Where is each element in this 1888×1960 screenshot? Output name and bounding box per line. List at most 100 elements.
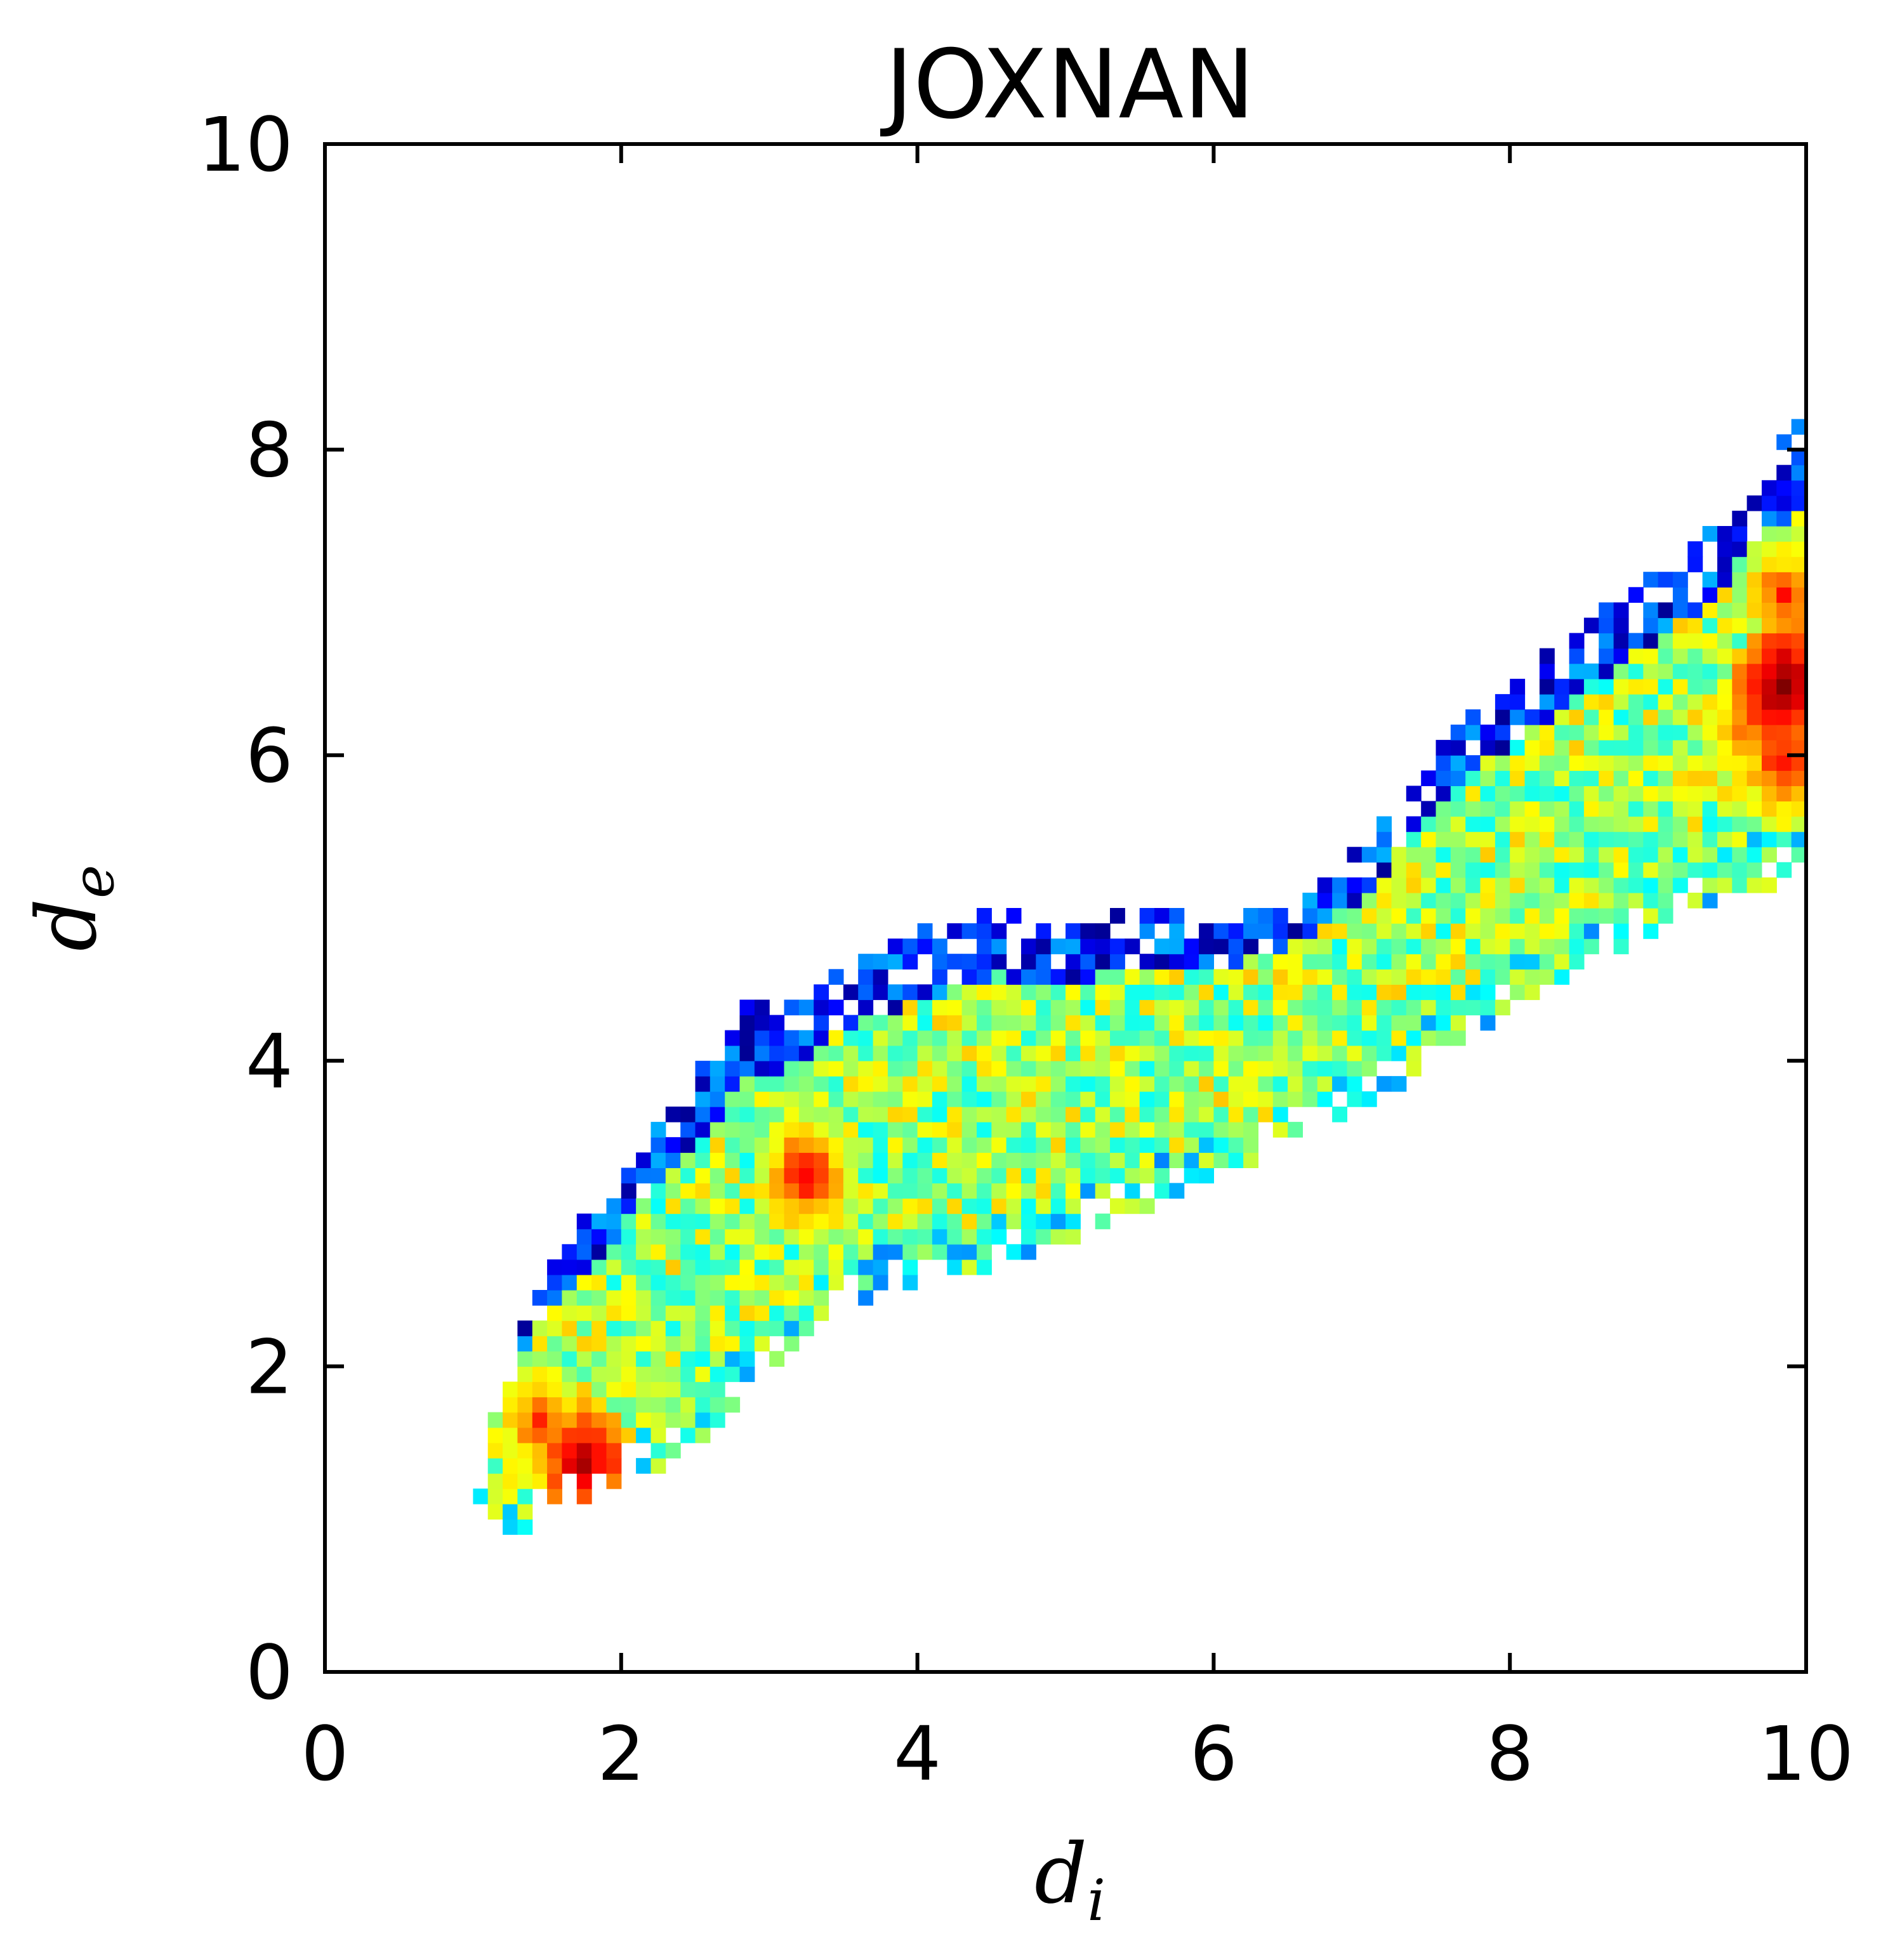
heatmap-cell <box>977 1228 992 1245</box>
heatmap-cell <box>784 1091 800 1107</box>
heatmap-cell <box>1139 1122 1155 1138</box>
heatmap-cell <box>1213 1030 1229 1046</box>
heatmap-cell <box>1583 755 1599 771</box>
heatmap-cell <box>977 1075 992 1092</box>
heatmap-cell <box>1762 694 1777 710</box>
heatmap-cell <box>1006 984 1022 1001</box>
heatmap-cell <box>1762 587 1777 603</box>
heatmap-cell <box>858 954 874 970</box>
heatmap-cell <box>1376 969 1392 985</box>
heatmap-cell <box>1332 999 1347 1016</box>
heatmap-cell <box>873 1259 888 1275</box>
heatmap-cell <box>932 1244 947 1260</box>
heatmap-cell <box>1702 801 1718 817</box>
heatmap-cell <box>517 1351 533 1367</box>
heatmap-cell <box>606 1305 622 1321</box>
heatmap-cell <box>1421 816 1437 832</box>
heatmap-cell <box>858 1213 874 1230</box>
heatmap-cell <box>1272 954 1288 970</box>
heatmap-cell <box>1465 786 1481 802</box>
heatmap-cell <box>1436 877 1451 893</box>
heatmap-cell <box>1732 648 1748 664</box>
heatmap-cell <box>1717 617 1733 634</box>
heatmap-cell <box>562 1259 578 1275</box>
heatmap-cell <box>576 1244 592 1260</box>
heatmap-cell <box>1272 1030 1288 1046</box>
heatmap-cell <box>1361 908 1377 924</box>
heatmap-cell <box>1658 801 1673 817</box>
heatmap-cell <box>1776 740 1792 756</box>
heatmap-cell <box>1228 1015 1244 1031</box>
heatmap-cell <box>517 1427 533 1444</box>
heatmap-cell <box>1480 755 1496 771</box>
heatmap-cell <box>1465 923 1481 939</box>
heatmap-cell <box>1406 908 1422 924</box>
y-axis-label-base: d <box>18 898 115 951</box>
heatmap-cell <box>739 999 755 1016</box>
heatmap-cell <box>858 1091 874 1107</box>
heatmap-cell <box>947 984 963 1001</box>
heatmap-cell <box>1361 999 1377 1016</box>
heatmap-cell <box>621 1397 637 1413</box>
heatmap-cell <box>769 1030 785 1046</box>
heatmap-cell <box>1746 862 1762 878</box>
heatmap-cell <box>1406 1060 1422 1077</box>
heatmap-cell <box>517 1442 533 1459</box>
heatmap-cell <box>991 1107 1007 1122</box>
heatmap-cell <box>1317 1045 1333 1062</box>
heatmap-cell <box>517 1336 533 1352</box>
heatmap-cell <box>1732 663 1748 680</box>
heatmap-cell <box>932 1122 947 1138</box>
heatmap-cell <box>1628 633 1644 649</box>
heatmap-cell <box>547 1320 562 1336</box>
heatmap-cell <box>1717 877 1733 893</box>
heatmap-cell <box>1643 816 1659 832</box>
heatmap-cell <box>1732 740 1748 756</box>
heatmap-cell <box>1199 923 1214 939</box>
heatmap-cell <box>636 1167 651 1184</box>
heatmap-cell <box>1066 969 1081 985</box>
heatmap-cell <box>680 1381 696 1398</box>
heatmap-cell <box>1317 999 1333 1016</box>
heatmap-cell <box>1539 648 1555 664</box>
heatmap-cell <box>1258 1030 1274 1046</box>
heatmap-cell <box>1554 709 1570 725</box>
heatmap-cell <box>1110 938 1125 954</box>
heatmap-cell <box>650 1381 666 1398</box>
heatmap-cell <box>1791 846 1807 863</box>
heatmap-cell <box>1746 740 1762 756</box>
heatmap-cell <box>1421 877 1437 893</box>
heatmap-cell <box>873 1075 888 1092</box>
heatmap-cell <box>650 1427 666 1444</box>
heatmap-cell <box>636 1290 651 1306</box>
heatmap-cell <box>576 1366 592 1383</box>
heatmap-cell <box>932 1183 947 1199</box>
heatmap-cell <box>725 1290 741 1306</box>
heatmap-cell <box>858 969 874 985</box>
heatmap-cell <box>1791 464 1807 481</box>
heatmap-cell <box>814 1015 829 1031</box>
heatmap-cell <box>1554 770 1570 786</box>
heatmap-cell <box>1169 1183 1185 1199</box>
heatmap-cell <box>725 1244 741 1260</box>
heatmap-cell <box>1347 999 1363 1016</box>
heatmap-cell <box>769 1045 785 1062</box>
heatmap-cell <box>1672 846 1688 863</box>
heatmap-cell <box>784 1167 800 1184</box>
heatmap-cell <box>695 1336 711 1352</box>
heatmap-cell <box>917 1015 933 1031</box>
heatmap-cell <box>1776 663 1792 680</box>
heatmap-cell <box>1539 709 1555 725</box>
heatmap-cell <box>1554 862 1570 878</box>
heatmap-cell <box>1036 1152 1052 1168</box>
heatmap-cell <box>1184 1122 1199 1138</box>
heatmap-cell <box>1613 908 1629 924</box>
heatmap-cell <box>1510 831 1526 848</box>
heatmap-cell <box>1613 725 1629 740</box>
heatmap-cell <box>1258 1045 1274 1062</box>
heatmap-cell <box>1583 846 1599 863</box>
heatmap-cell <box>1687 755 1703 771</box>
heatmap-cell <box>828 1198 844 1214</box>
heatmap-cell <box>947 1045 963 1062</box>
heatmap-cell <box>1006 1213 1022 1230</box>
